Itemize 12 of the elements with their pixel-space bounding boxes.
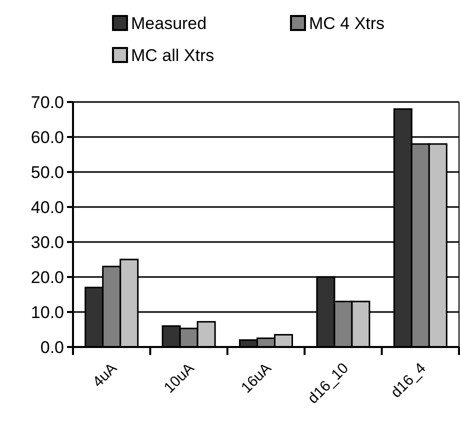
y-tick-label: 20.0	[30, 268, 64, 287]
y-tick-label: 70.0	[30, 92, 64, 112]
y-tick-label: 30.0	[30, 232, 64, 252]
y-tick-label: 50.0	[30, 162, 64, 182]
y-tick-label: 60.0	[30, 128, 64, 147]
y-tick-label: 0.0	[40, 338, 64, 357]
y-tick-label: 10.0	[30, 302, 64, 322]
legend-label: MC all Xtrs	[131, 46, 214, 65]
x-tick-label: 4uA	[90, 360, 120, 391]
legend-label: MC 4 Xtrs	[309, 14, 385, 33]
y-tick-label: 40.0	[30, 198, 64, 217]
legend-label: Measured	[131, 14, 207, 33]
